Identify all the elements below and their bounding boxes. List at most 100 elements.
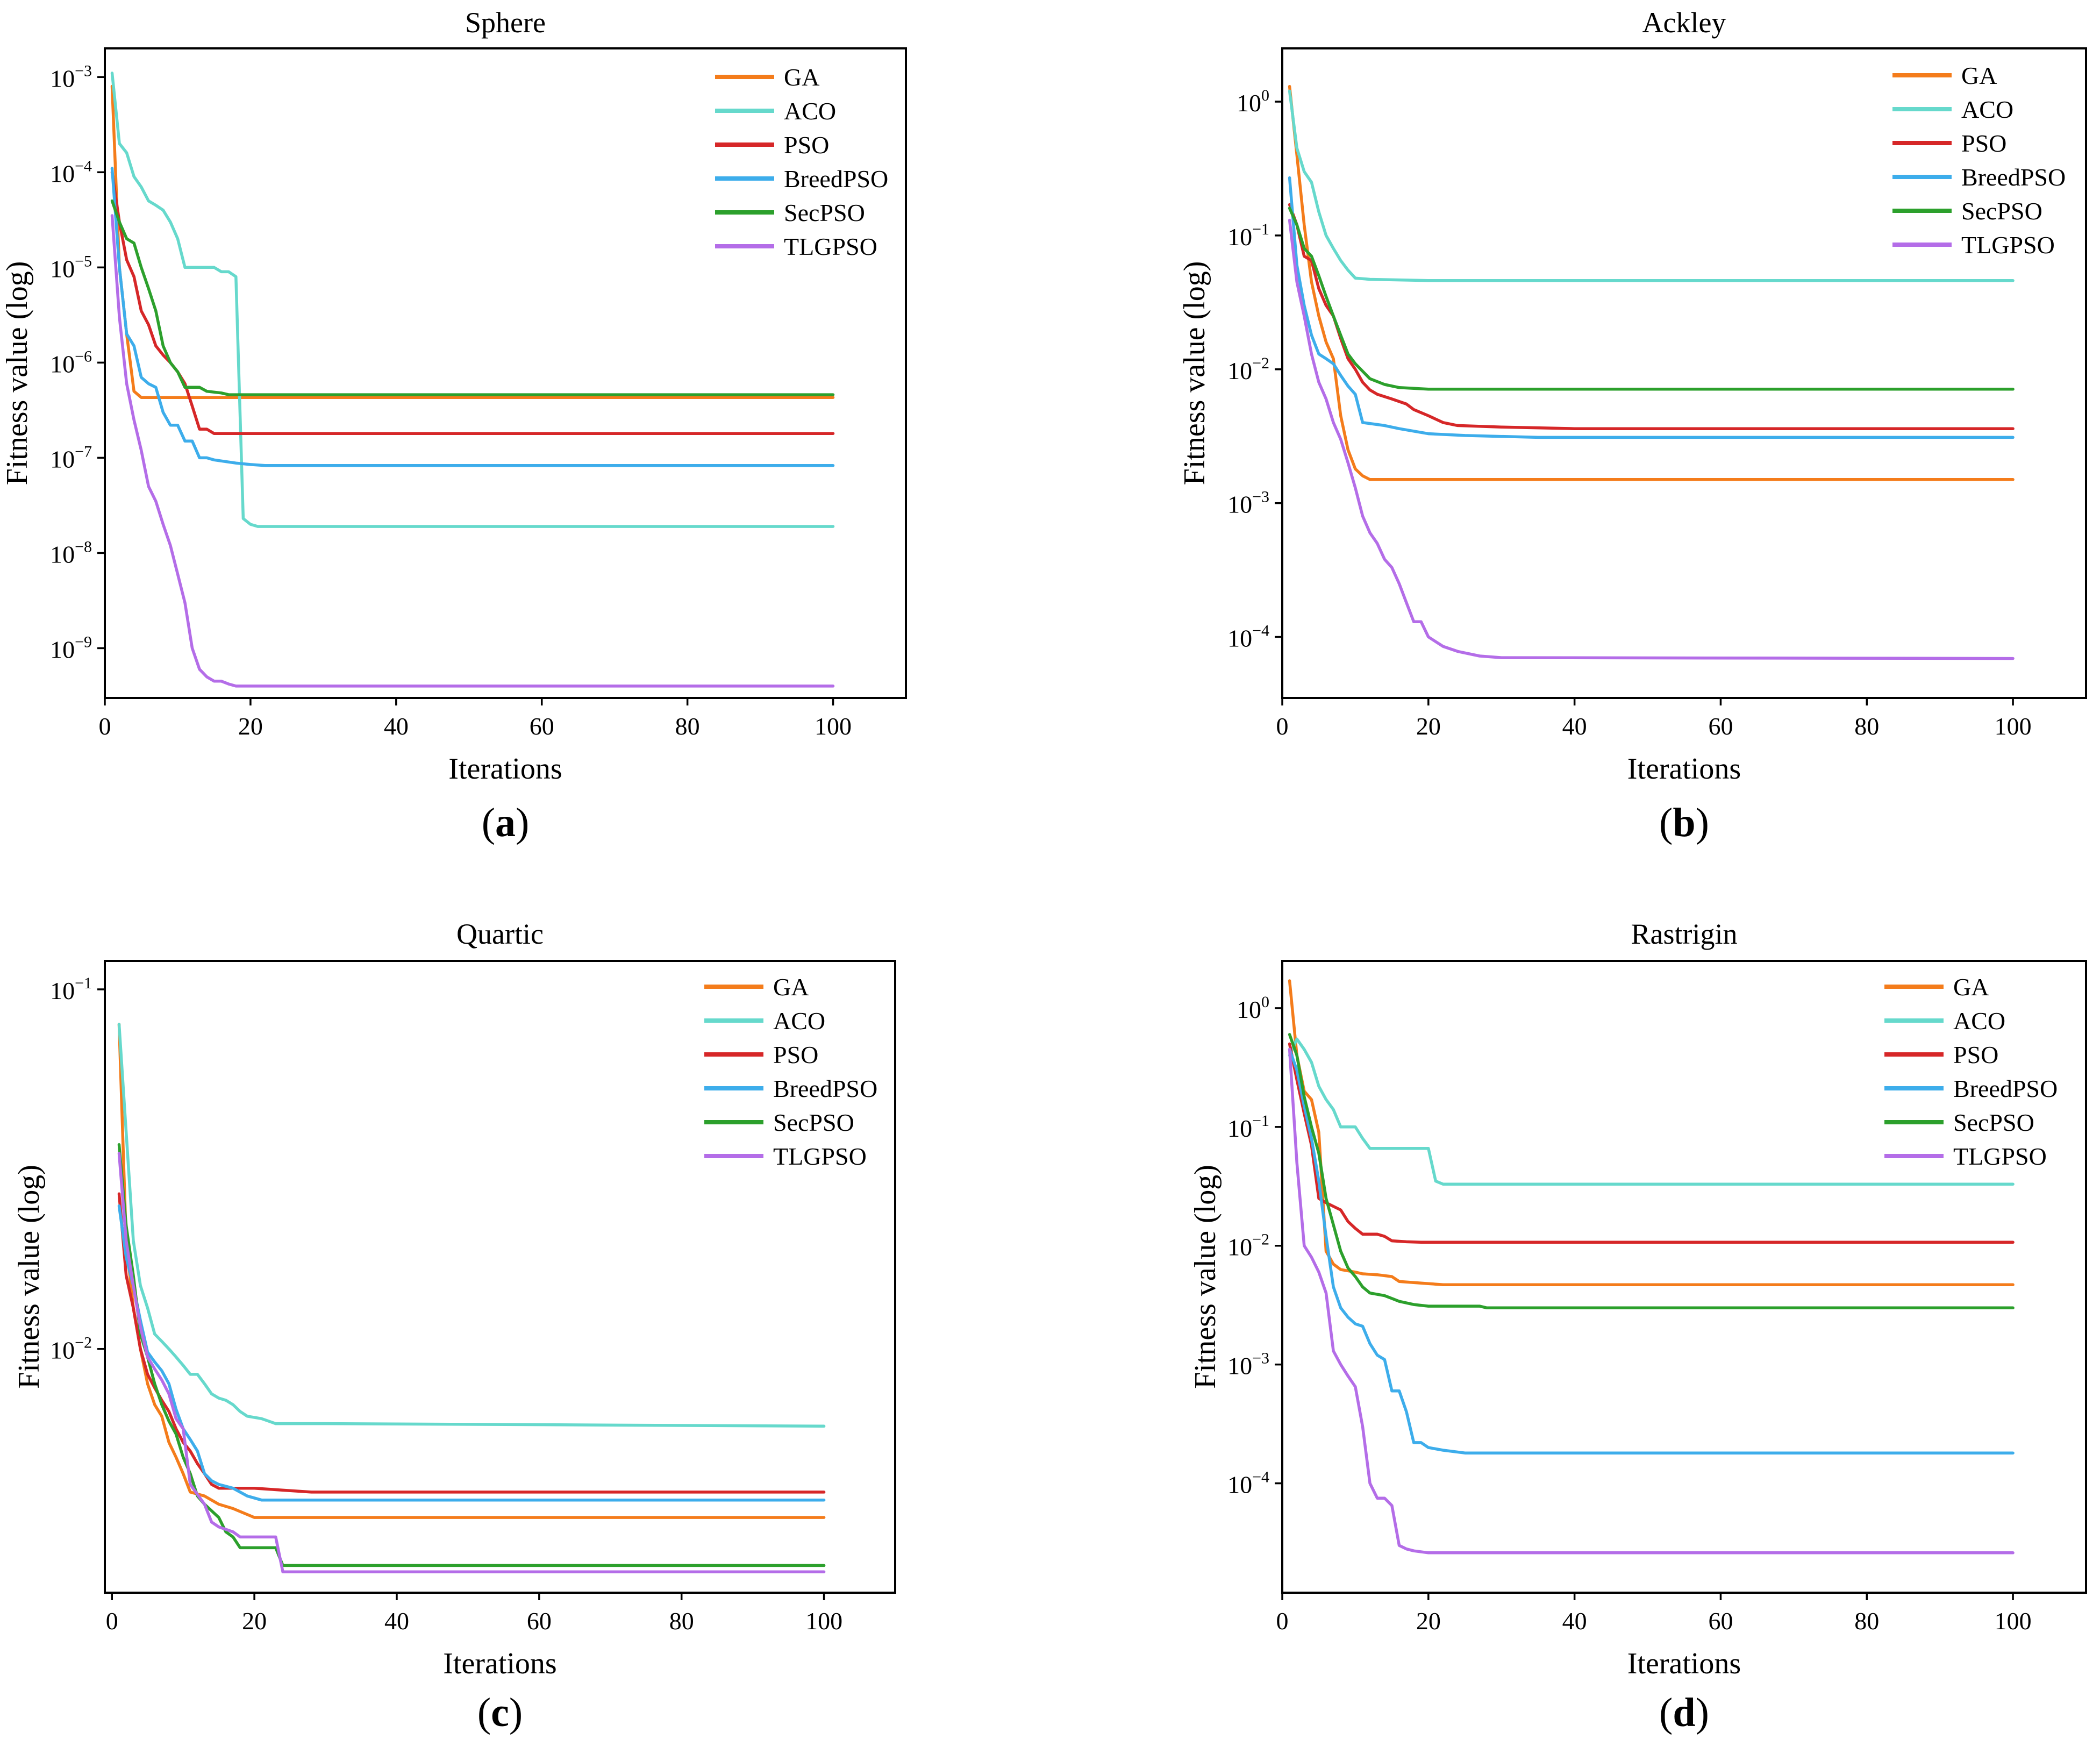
plot-frame <box>1281 47 2087 699</box>
series-line-pso <box>1288 1042 2015 1244</box>
series-group <box>110 72 835 688</box>
x-tick-label: 40 <box>1562 712 1587 740</box>
series-line-ga <box>110 84 835 399</box>
y-tick-label: 10−4 <box>1227 622 1269 652</box>
chart-panel-3: 0 20 40 60 80 100 10−1 10−2 Quartic Iterations Fit… <box>12 918 896 1735</box>
plot-frame <box>104 47 907 699</box>
x-tick-label: 40 <box>384 1607 409 1635</box>
subfigure-label: (b) <box>1659 800 1709 845</box>
x-tick-label: 100 <box>805 1607 842 1635</box>
legend-label-tlgpso: TLGPSO <box>1953 1143 2047 1170</box>
series-line-tlgpso <box>1288 1047 2015 1555</box>
x-tick-label: 80 <box>1854 712 1879 740</box>
chart-title: Quartic <box>456 918 544 950</box>
chart-title: Ackley <box>1642 6 1726 39</box>
x-tick-label: 60 <box>527 1607 552 1635</box>
series-group <box>117 1023 826 1573</box>
series-line-aco <box>117 1023 826 1428</box>
series-line-pso <box>110 170 835 435</box>
series-line-tlgpso <box>110 214 835 688</box>
y-axis-title: Fitness value (log) <box>1178 261 1211 486</box>
y-tick-label: 10−4 <box>50 157 92 187</box>
legend-label-secpso: SecPSO <box>1961 197 2042 225</box>
y-tick-label: 10−8 <box>50 538 92 568</box>
legend-label-pso: PSO <box>1961 130 2006 157</box>
y-tick-label: 10−4 <box>1227 1468 1269 1499</box>
plot-frame <box>1281 960 2087 1594</box>
series-line-ga <box>1288 979 2015 1286</box>
x-tick-label: 60 <box>1708 712 1733 740</box>
y-tick-label: 10−7 <box>50 443 92 473</box>
x-tick-label: 20 <box>1416 1607 1441 1635</box>
series-line-breedpso <box>1288 1047 2015 1454</box>
legend-label-secpso: SecPSO <box>773 1109 854 1136</box>
x-tick-label: 80 <box>669 1607 694 1635</box>
legend-label-aco: ACO <box>784 97 836 125</box>
x-tick-label: 20 <box>238 712 263 740</box>
legend-label-pso: PSO <box>773 1041 818 1068</box>
chart-title: Rastrigin <box>1631 918 1738 950</box>
y-axis-title: Fitness value (log) <box>12 1165 46 1389</box>
legend-label-ga: GA <box>773 973 809 1001</box>
legend-label-aco: ACO <box>773 1007 825 1035</box>
y-tick-label: 10−3 <box>1227 488 1269 518</box>
chart-panel-2: 0 20 40 60 80 100 100 10−1 10−2 10−3 10−4 Ackley Ite… <box>1178 6 2087 845</box>
x-tick-label: 100 <box>1995 712 2032 740</box>
y-tick-label: 10−1 <box>1227 1112 1269 1142</box>
legend-label-breedpso: BreedPSO <box>784 165 888 192</box>
series-line-ga <box>1288 84 2015 481</box>
x-tick-label: 100 <box>1995 1607 2032 1635</box>
x-axis-title: Iterations <box>443 1647 556 1680</box>
series-line-tlgpso <box>117 1152 826 1573</box>
x-axis-title: Iterations <box>1627 752 1741 786</box>
y-tick-label: 100 <box>1237 993 1269 1023</box>
legend-label-breedpso: BreedPSO <box>1953 1075 2058 1102</box>
legend-label-tlgpso: TLGPSO <box>773 1143 867 1170</box>
x-tick-label: 0 <box>99 712 111 740</box>
x-axis-title: Iterations <box>1627 1647 1741 1680</box>
series-line-tlgpso <box>1288 218 2015 660</box>
y-tick-label: 10−2 <box>1227 1231 1269 1261</box>
x-tick-label: 0 <box>1276 1607 1289 1635</box>
y-tick-label: 10−3 <box>50 62 92 92</box>
series-line-ga <box>117 1023 826 1519</box>
series-group <box>1288 84 2015 660</box>
y-tick-label: 10−9 <box>50 633 92 663</box>
series-line-secpso <box>117 1143 826 1567</box>
legend-label-tlgpso: TLGPSO <box>784 233 877 260</box>
x-tick-label: 0 <box>1276 712 1289 740</box>
y-tick-label: 10−3 <box>1227 1350 1269 1380</box>
chart-panel-1: 0 20 40 60 80 100 10−3 10−4 10−5 10−6 10−7 10−8 10−9… <box>1 6 907 845</box>
subfigure-label: (d) <box>1659 1690 1709 1735</box>
y-axis-title: Fitness value (log) <box>1 261 34 486</box>
chart-title: Sphere <box>465 6 546 39</box>
x-tick-label: 40 <box>1562 1607 1587 1635</box>
x-tick-label: 0 <box>106 1607 118 1635</box>
legend-label-breedpso: BreedPSO <box>1961 163 2066 191</box>
series-line-aco <box>110 72 835 528</box>
series-line-secpso <box>1288 206 2015 391</box>
series-line-breedpso <box>110 167 835 467</box>
y-tick-label: 100 <box>1237 87 1269 117</box>
y-tick-label: 10−6 <box>50 347 92 377</box>
plot-frame <box>104 960 896 1594</box>
x-tick-label: 80 <box>1854 1607 1879 1635</box>
series-line-aco <box>1288 89 2015 282</box>
y-tick-label: 10−2 <box>1227 354 1269 384</box>
series-line-secpso <box>110 199 835 396</box>
x-tick-label: 20 <box>242 1607 267 1635</box>
legend-label-tlgpso: TLGPSO <box>1961 231 2055 259</box>
x-tick-label: 20 <box>1416 712 1441 740</box>
legend-label-secpso: SecPSO <box>784 199 865 226</box>
x-tick-label: 80 <box>675 712 700 740</box>
legend-label-aco: ACO <box>1961 96 2013 123</box>
series-line-pso <box>1288 203 2015 430</box>
subfigure-label: (a) <box>482 800 530 845</box>
series-line-secpso <box>1288 1033 2015 1310</box>
legend-label-ga: GA <box>784 63 819 91</box>
legend-label-secpso: SecPSO <box>1953 1109 2034 1136</box>
series-line-breedpso <box>117 1204 826 1502</box>
series-line-breedpso <box>1288 176 2015 439</box>
series-group <box>1288 979 2015 1555</box>
